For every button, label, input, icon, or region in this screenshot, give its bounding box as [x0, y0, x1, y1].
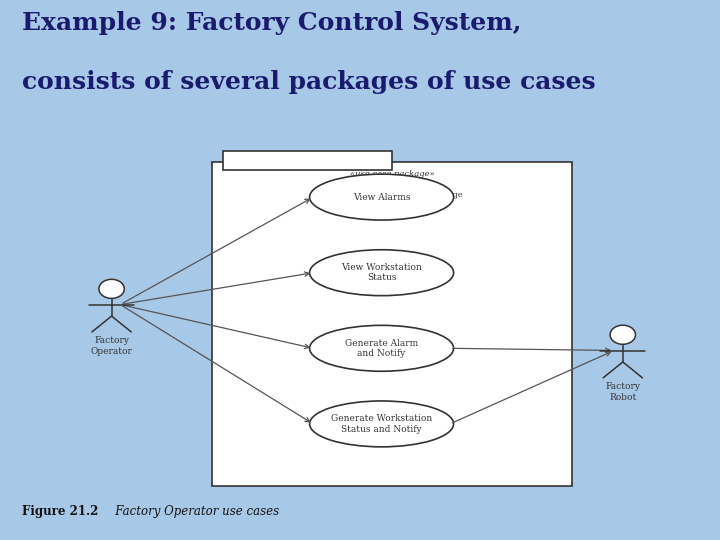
Text: FactoryOperatorUseCasePackage: FactoryOperatorUseCasePackage [322, 191, 463, 199]
Ellipse shape [310, 325, 454, 372]
Text: Factory
Robot: Factory Robot [606, 382, 640, 402]
Ellipse shape [310, 401, 454, 447]
Text: Factory Operator use cases: Factory Operator use cases [104, 505, 279, 518]
Text: Generate Workstation
Status and Notify: Generate Workstation Status and Notify [331, 414, 432, 434]
Bar [223, 151, 392, 170]
Text: Generate Alarm
and Notify: Generate Alarm and Notify [345, 339, 418, 358]
Text: Example 9: Factory Control System,: Example 9: Factory Control System, [22, 11, 521, 35]
Ellipse shape [310, 249, 454, 295]
Text: Factory
Operator: Factory Operator [91, 336, 132, 356]
Text: consists of several packages of use cases: consists of several packages of use case… [22, 70, 595, 94]
Text: «use case package»: «use case package» [350, 170, 435, 178]
Text: View Workstation
Status: View Workstation Status [341, 263, 422, 282]
Text: View Alarms: View Alarms [353, 193, 410, 201]
Circle shape [99, 279, 125, 299]
Circle shape [610, 325, 636, 345]
Ellipse shape [310, 174, 454, 220]
Text: Figure 21.2: Figure 21.2 [22, 505, 98, 518]
Bar [212, 162, 572, 486]
